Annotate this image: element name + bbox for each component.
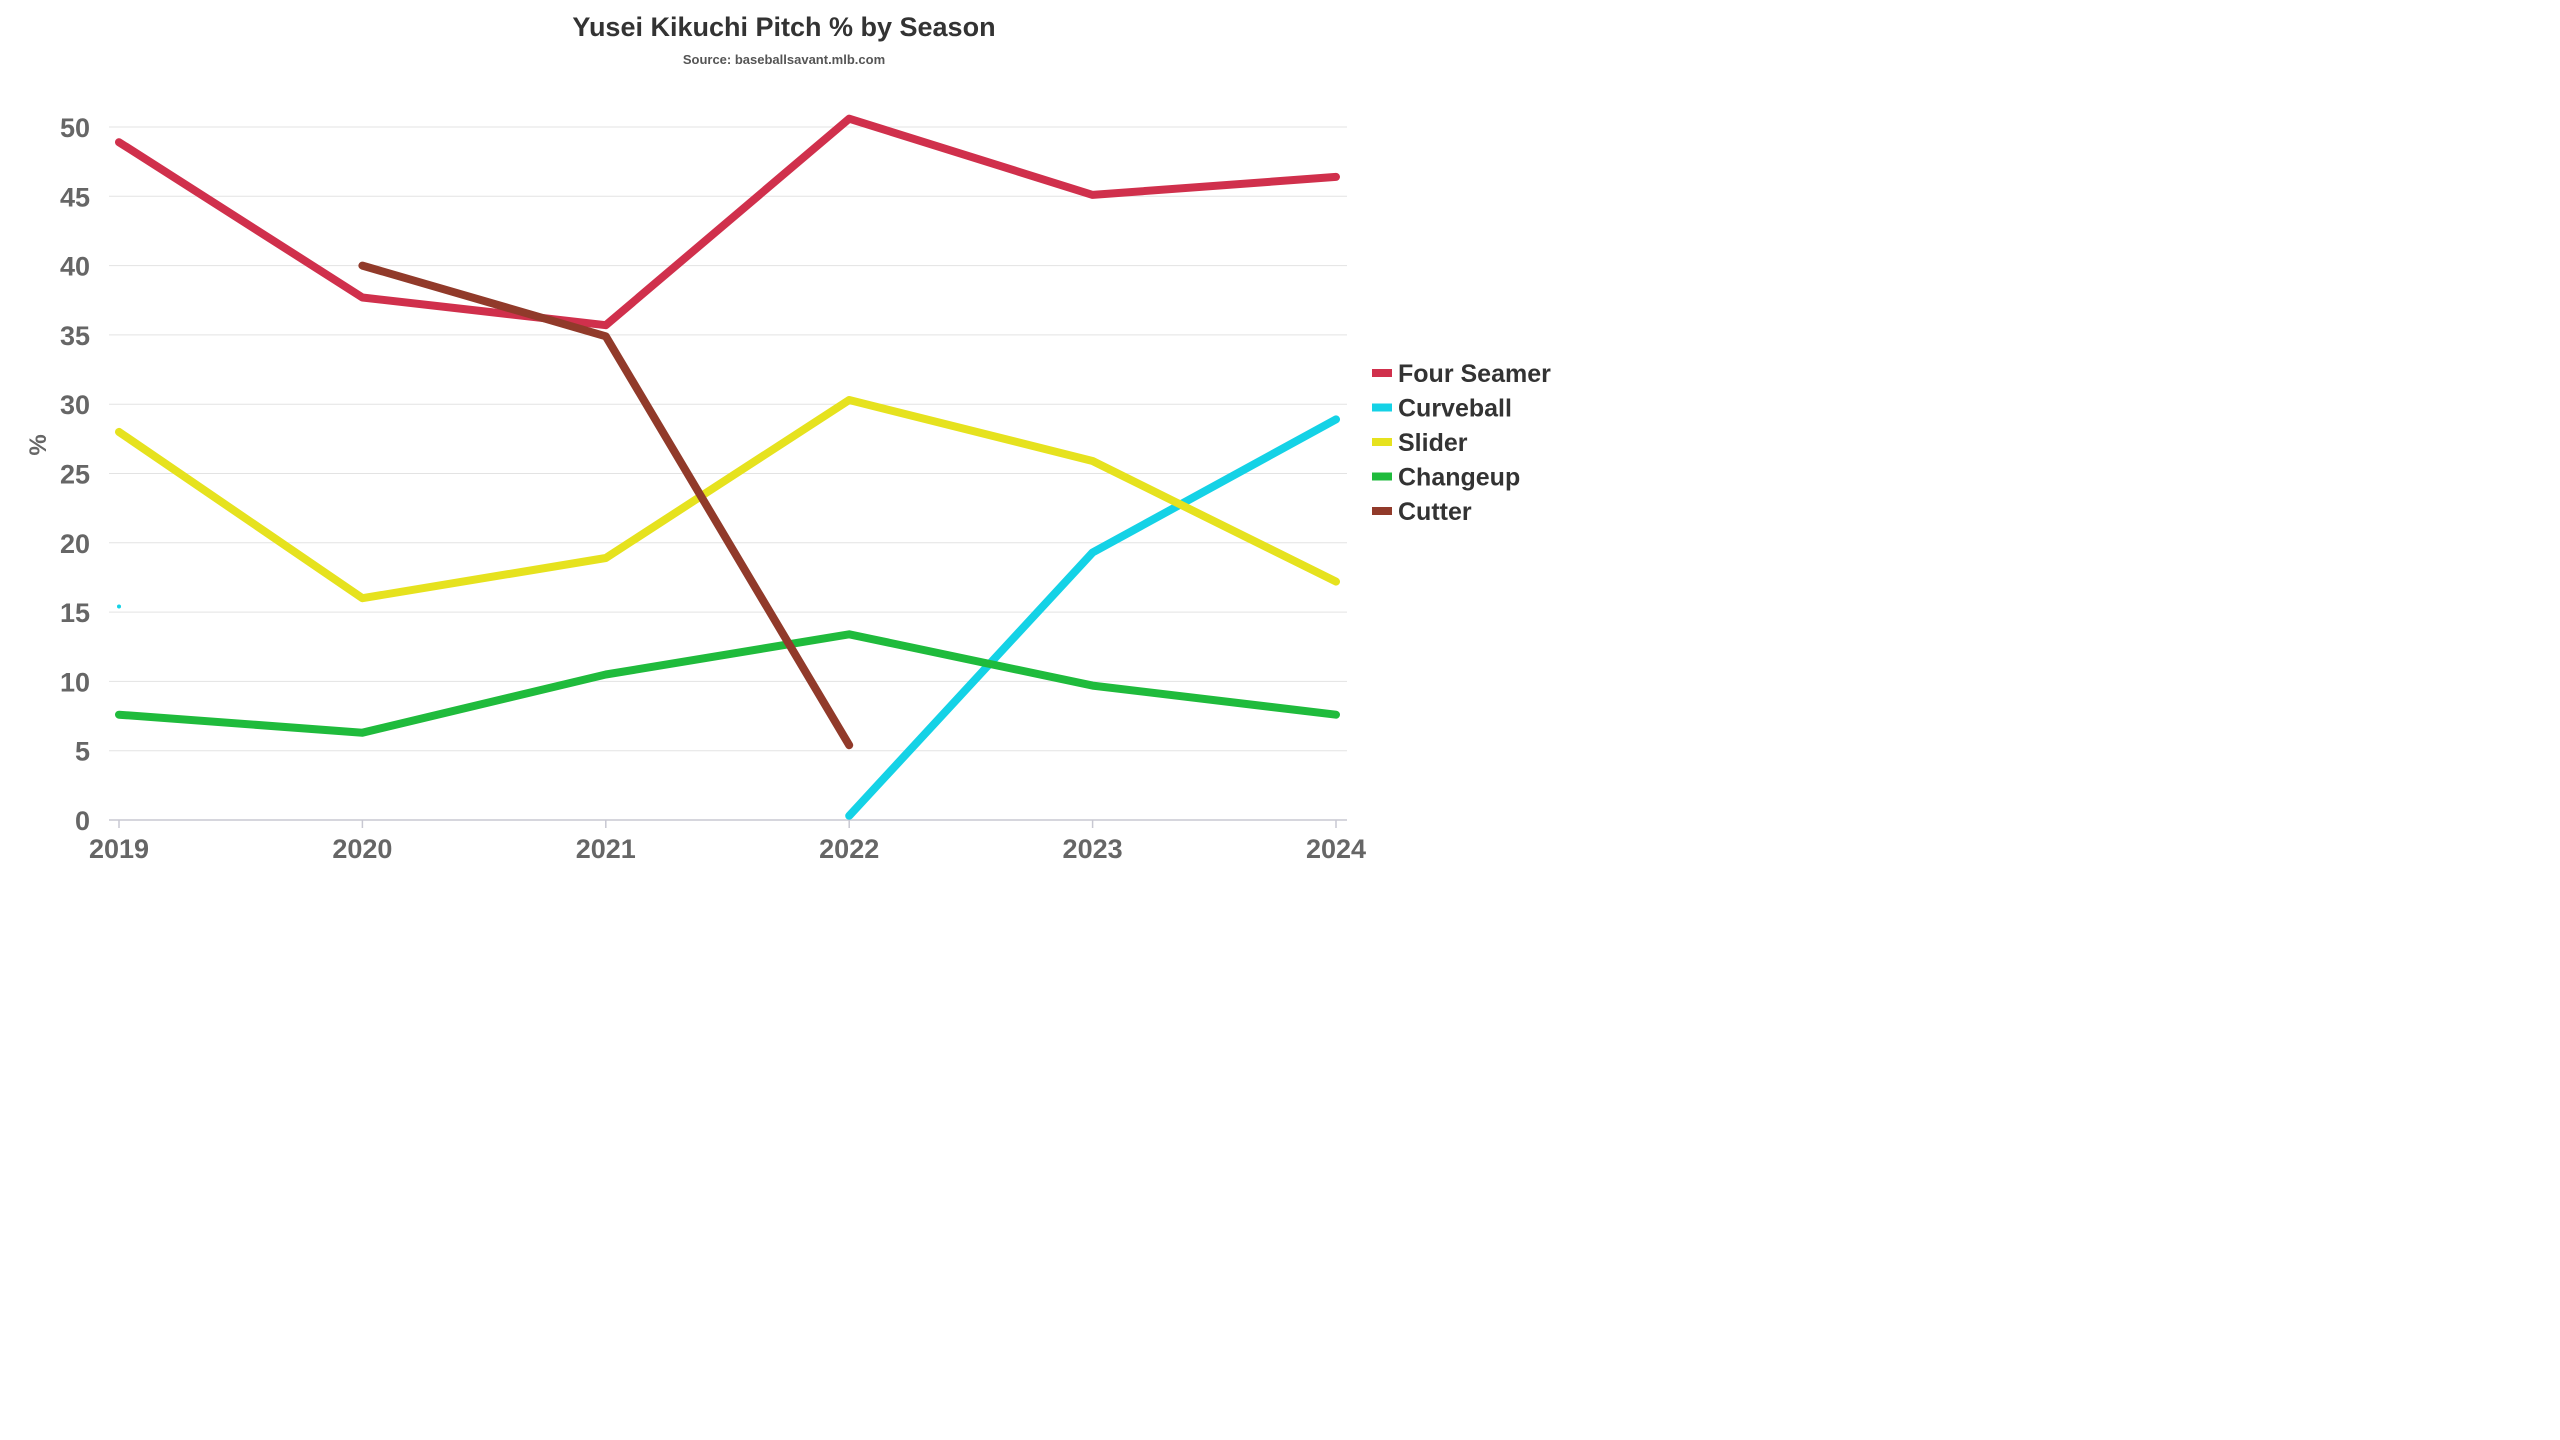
- x-tick-label: 2024: [1306, 834, 1366, 864]
- y-axis-title: %: [25, 434, 52, 455]
- y-tick-label: 30: [60, 390, 90, 420]
- series-point-curveball: [117, 604, 121, 609]
- y-tick-label: 0: [75, 806, 90, 836]
- x-tick-label: 2022: [819, 834, 879, 864]
- legend-swatch-slider: [1372, 438, 1392, 446]
- y-tick-label: 35: [60, 321, 90, 351]
- series-line-cutter: [358, 261, 854, 750]
- legend-swatch-curveball: [1372, 403, 1392, 412]
- y-tick-label: 25: [60, 460, 90, 490]
- y-tick-label: 5: [75, 737, 90, 767]
- x-tick-label: 2021: [576, 834, 636, 864]
- x-tick-label: 2023: [1063, 834, 1123, 864]
- legend-label-slider: Slider: [1398, 429, 1468, 457]
- gridlines: [109, 126, 1347, 752]
- legend-label-cutter: Cutter: [1398, 498, 1472, 526]
- y-tick-label: 10: [60, 667, 90, 697]
- legend-swatch-four-seamer: [1372, 369, 1392, 377]
- legend-swatch-changeup: [1372, 472, 1392, 481]
- y-tick-label: 45: [60, 182, 90, 212]
- x-axis-ticks: 2019 2020 2021 2022 2023 2024: [89, 820, 1366, 864]
- series-line-slider: [115, 396, 1340, 603]
- y-tick-label: 40: [60, 252, 90, 282]
- chart-subtitle: Source: baseballsavant.mlb.com: [683, 52, 885, 67]
- x-tick-label: 2020: [332, 834, 392, 864]
- legend-swatch-cutter: [1372, 507, 1392, 515]
- legend-label-changeup: Changeup: [1398, 464, 1520, 492]
- y-tick-label: 20: [60, 529, 90, 559]
- series-line-changeup: [115, 630, 1340, 737]
- chart-title: Yusei Kikuchi Pitch % by Season: [572, 12, 995, 42]
- x-tick-label: 2019: [89, 834, 149, 864]
- y-axis-ticks: 0 5 10 15 20 25 30 35 40 45 50: [60, 113, 90, 836]
- legend-label-curveball: Curveball: [1398, 395, 1512, 423]
- legend-label-four-seamer: Four Seamer: [1398, 360, 1551, 388]
- legend: Four Seamer Curveball Slider Changeup Cutter: [1372, 360, 1551, 526]
- y-tick-label: 15: [60, 598, 90, 628]
- series-line-curveball: [845, 415, 1340, 820]
- y-tick-label: 50: [60, 113, 90, 143]
- line-chart: Yusei Kikuchi Pitch % by Season Source: …: [25, 12, 1551, 864]
- series-lines: [115, 114, 1340, 820]
- series-line-four-seamer: [115, 114, 1340, 330]
